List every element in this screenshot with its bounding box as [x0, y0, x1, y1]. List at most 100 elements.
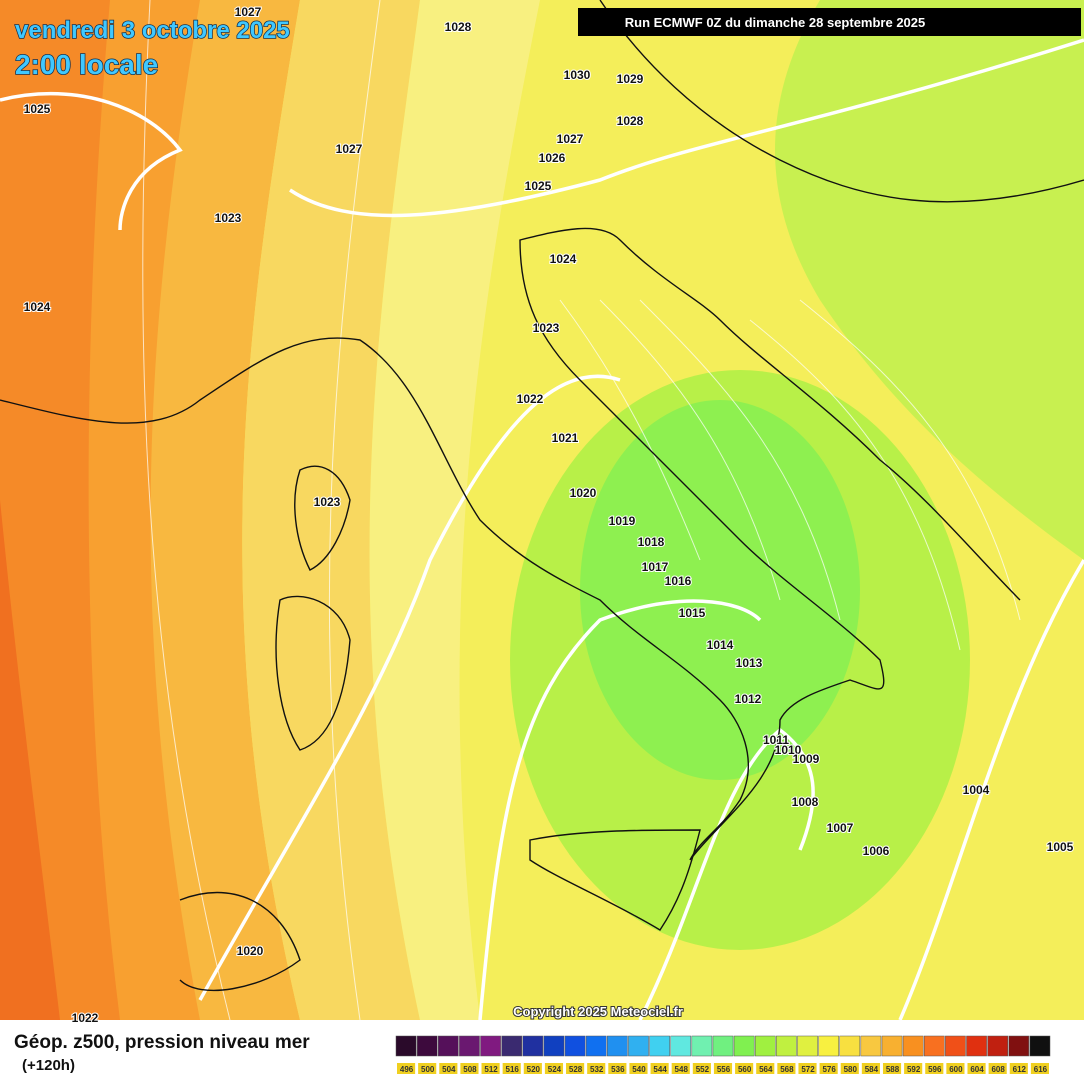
legend-label-box	[502, 1063, 521, 1074]
legend-swatch	[712, 1035, 734, 1057]
legend-label: 540	[632, 1065, 646, 1074]
legend-swatch	[1008, 1035, 1030, 1057]
legend-label-box	[650, 1063, 669, 1074]
legend-swatch	[860, 1035, 882, 1057]
run-label: Run ECMWF 0Z du dimanche 28 septembre 20…	[625, 15, 926, 30]
legend-swatch	[945, 1035, 966, 1057]
legend-swatch	[564, 1035, 586, 1057]
isobar-label: 1016	[665, 574, 692, 588]
isobar-label: 1024	[550, 252, 577, 266]
isobar-label: 1026	[539, 151, 566, 165]
legend-label-box	[692, 1063, 711, 1074]
isobar-label: 1027	[336, 142, 363, 156]
legend-label: 504	[442, 1065, 456, 1074]
legend-label: 580	[844, 1065, 858, 1074]
legend-label: 528	[569, 1065, 583, 1074]
legend-label: 552	[696, 1065, 710, 1074]
isobar-label: 1004	[963, 783, 990, 797]
legend-label-box	[523, 1063, 542, 1074]
legend-swatch	[501, 1035, 523, 1057]
legend-label-box	[925, 1063, 944, 1074]
isobar-label: 1022	[517, 392, 544, 406]
legend-label-box	[819, 1063, 838, 1074]
legend-swatch	[628, 1035, 649, 1057]
footer-title: Géop. z500, pression niveau mer	[14, 1032, 310, 1053]
isobar-label: 1023	[314, 495, 341, 509]
legend-swatch	[754, 1035, 776, 1057]
legend-label-box	[946, 1063, 965, 1074]
legend-label: 576	[822, 1065, 836, 1074]
legend-label-box	[861, 1063, 880, 1074]
legend-label-box	[798, 1063, 817, 1074]
legend-label-box	[904, 1063, 923, 1074]
legend-label: 500	[421, 1065, 435, 1074]
legend-swatch	[438, 1035, 459, 1057]
legend-label-box	[671, 1063, 690, 1074]
legend-swatch	[902, 1035, 924, 1057]
legend-swatch	[691, 1035, 713, 1057]
legend-swatch	[416, 1035, 438, 1057]
legend-label-box	[587, 1063, 606, 1074]
legend-label-box	[967, 1063, 986, 1074]
legend-label: 616	[1034, 1065, 1048, 1074]
isobar-label: 1025	[24, 102, 51, 116]
legend-label: 548	[675, 1065, 689, 1074]
forecast-date: vendredi 3 octobre 2025	[15, 17, 290, 44]
legend-label: 512	[484, 1065, 498, 1074]
copyright: Copyright 2025 Meteociel.fr	[513, 1004, 683, 1019]
legend-label: 604	[970, 1065, 984, 1074]
coastlines	[0, 0, 1084, 992]
isobar-label: 1013	[736, 656, 763, 670]
isobar-label: 1010	[775, 743, 802, 757]
isobar-label: 1009	[793, 752, 820, 766]
isobar-label: 1019	[609, 514, 636, 528]
isobar-label: 1020	[570, 486, 597, 500]
isobar-label: 1028	[617, 114, 644, 128]
legend-label: 600	[949, 1065, 963, 1074]
legend-label-box	[988, 1063, 1007, 1074]
legend-swatch	[923, 1035, 945, 1057]
legend-swatch	[543, 1035, 565, 1057]
isobar-label: 1024	[24, 300, 51, 314]
isobar-label: 1023	[215, 211, 242, 225]
isobar-label: 1028	[445, 20, 472, 34]
legend-swatch	[966, 1035, 987, 1057]
legend-label: 564	[759, 1065, 773, 1074]
isobar-label: 1023	[533, 321, 560, 335]
legend-swatch	[987, 1035, 1008, 1057]
isobar-label: 1011	[763, 733, 789, 747]
legend-label-box	[756, 1063, 775, 1074]
legend-label: 508	[463, 1065, 477, 1074]
legend-label: 572	[801, 1065, 815, 1074]
isobar-label: 1012	[735, 692, 762, 706]
legend-swatch	[607, 1035, 628, 1057]
legend-label-box	[439, 1063, 458, 1074]
legend-swatch	[480, 1035, 501, 1057]
legend-label: 524	[548, 1065, 562, 1074]
legend-swatch	[670, 1035, 692, 1057]
isobar-label: 1006	[863, 844, 890, 858]
legend-swatch	[839, 1035, 861, 1057]
legend-swatch	[818, 1035, 839, 1057]
legend-label: 612	[1013, 1065, 1027, 1074]
legend-label: 532	[590, 1065, 604, 1074]
legend-label: 520	[527, 1065, 541, 1074]
isobar-label: 1007	[827, 821, 854, 835]
isobar-label: 1029	[617, 72, 644, 86]
legend-label-box	[566, 1063, 585, 1074]
legend-label-box	[882, 1063, 902, 1074]
legend-swatch	[1029, 1035, 1051, 1057]
legend-label-box	[397, 1063, 416, 1074]
legend: 496 500 504 508 512 516 520 524 528 532 536 540 544 5…	[395, 1035, 1051, 1074]
legend-swatch	[585, 1035, 607, 1057]
legend-label: 516	[506, 1065, 520, 1074]
legend-label: 536	[611, 1065, 625, 1074]
legend-label: 544	[653, 1065, 667, 1074]
legend-swatch	[649, 1035, 670, 1057]
isobar-label: 1020	[237, 944, 264, 958]
isobar-label: 1014	[707, 638, 734, 652]
legend-label-box	[777, 1063, 796, 1074]
legend-swatch	[459, 1035, 480, 1057]
isobar-label: 1025	[525, 179, 552, 193]
legend-swatch	[395, 1035, 417, 1057]
